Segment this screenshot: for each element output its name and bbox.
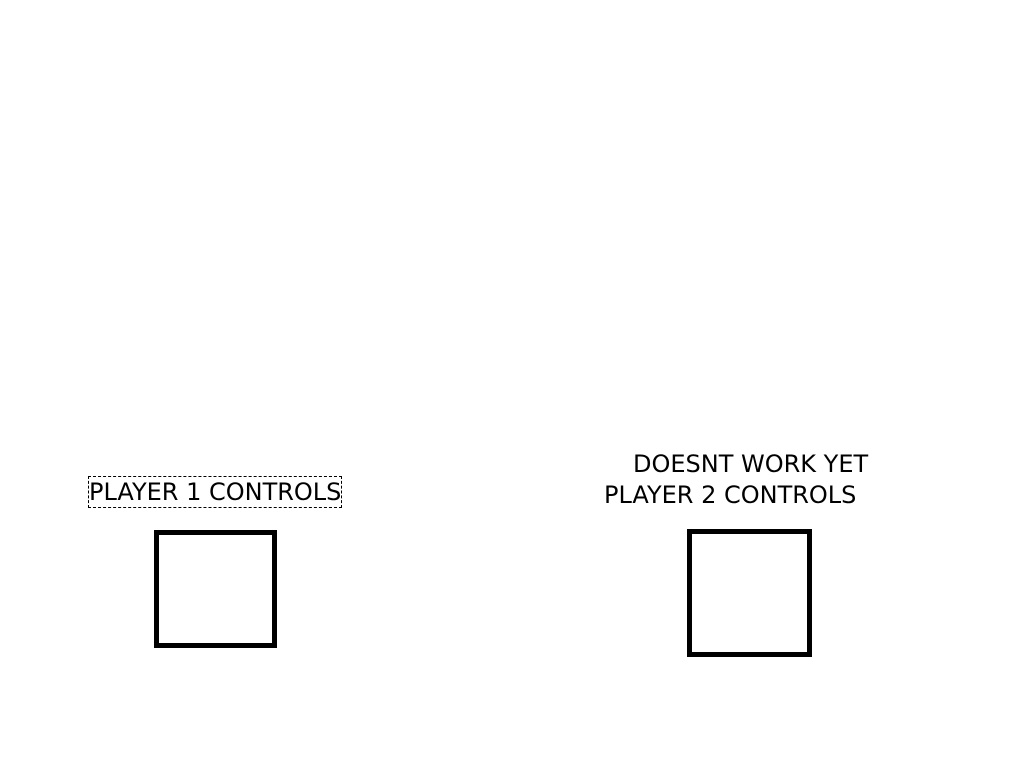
player-2-controls-label[interactable]: PLAYER 2 CONTROLS: [604, 481, 857, 509]
player-1-controls-label[interactable]: PLAYER 1 CONTROLS: [87, 476, 343, 508]
player-2-not-working-note: DOESNT WORK YET: [633, 450, 869, 478]
player-1-control-button[interactable]: [154, 530, 277, 648]
player-2-control-button[interactable]: [687, 529, 812, 657]
